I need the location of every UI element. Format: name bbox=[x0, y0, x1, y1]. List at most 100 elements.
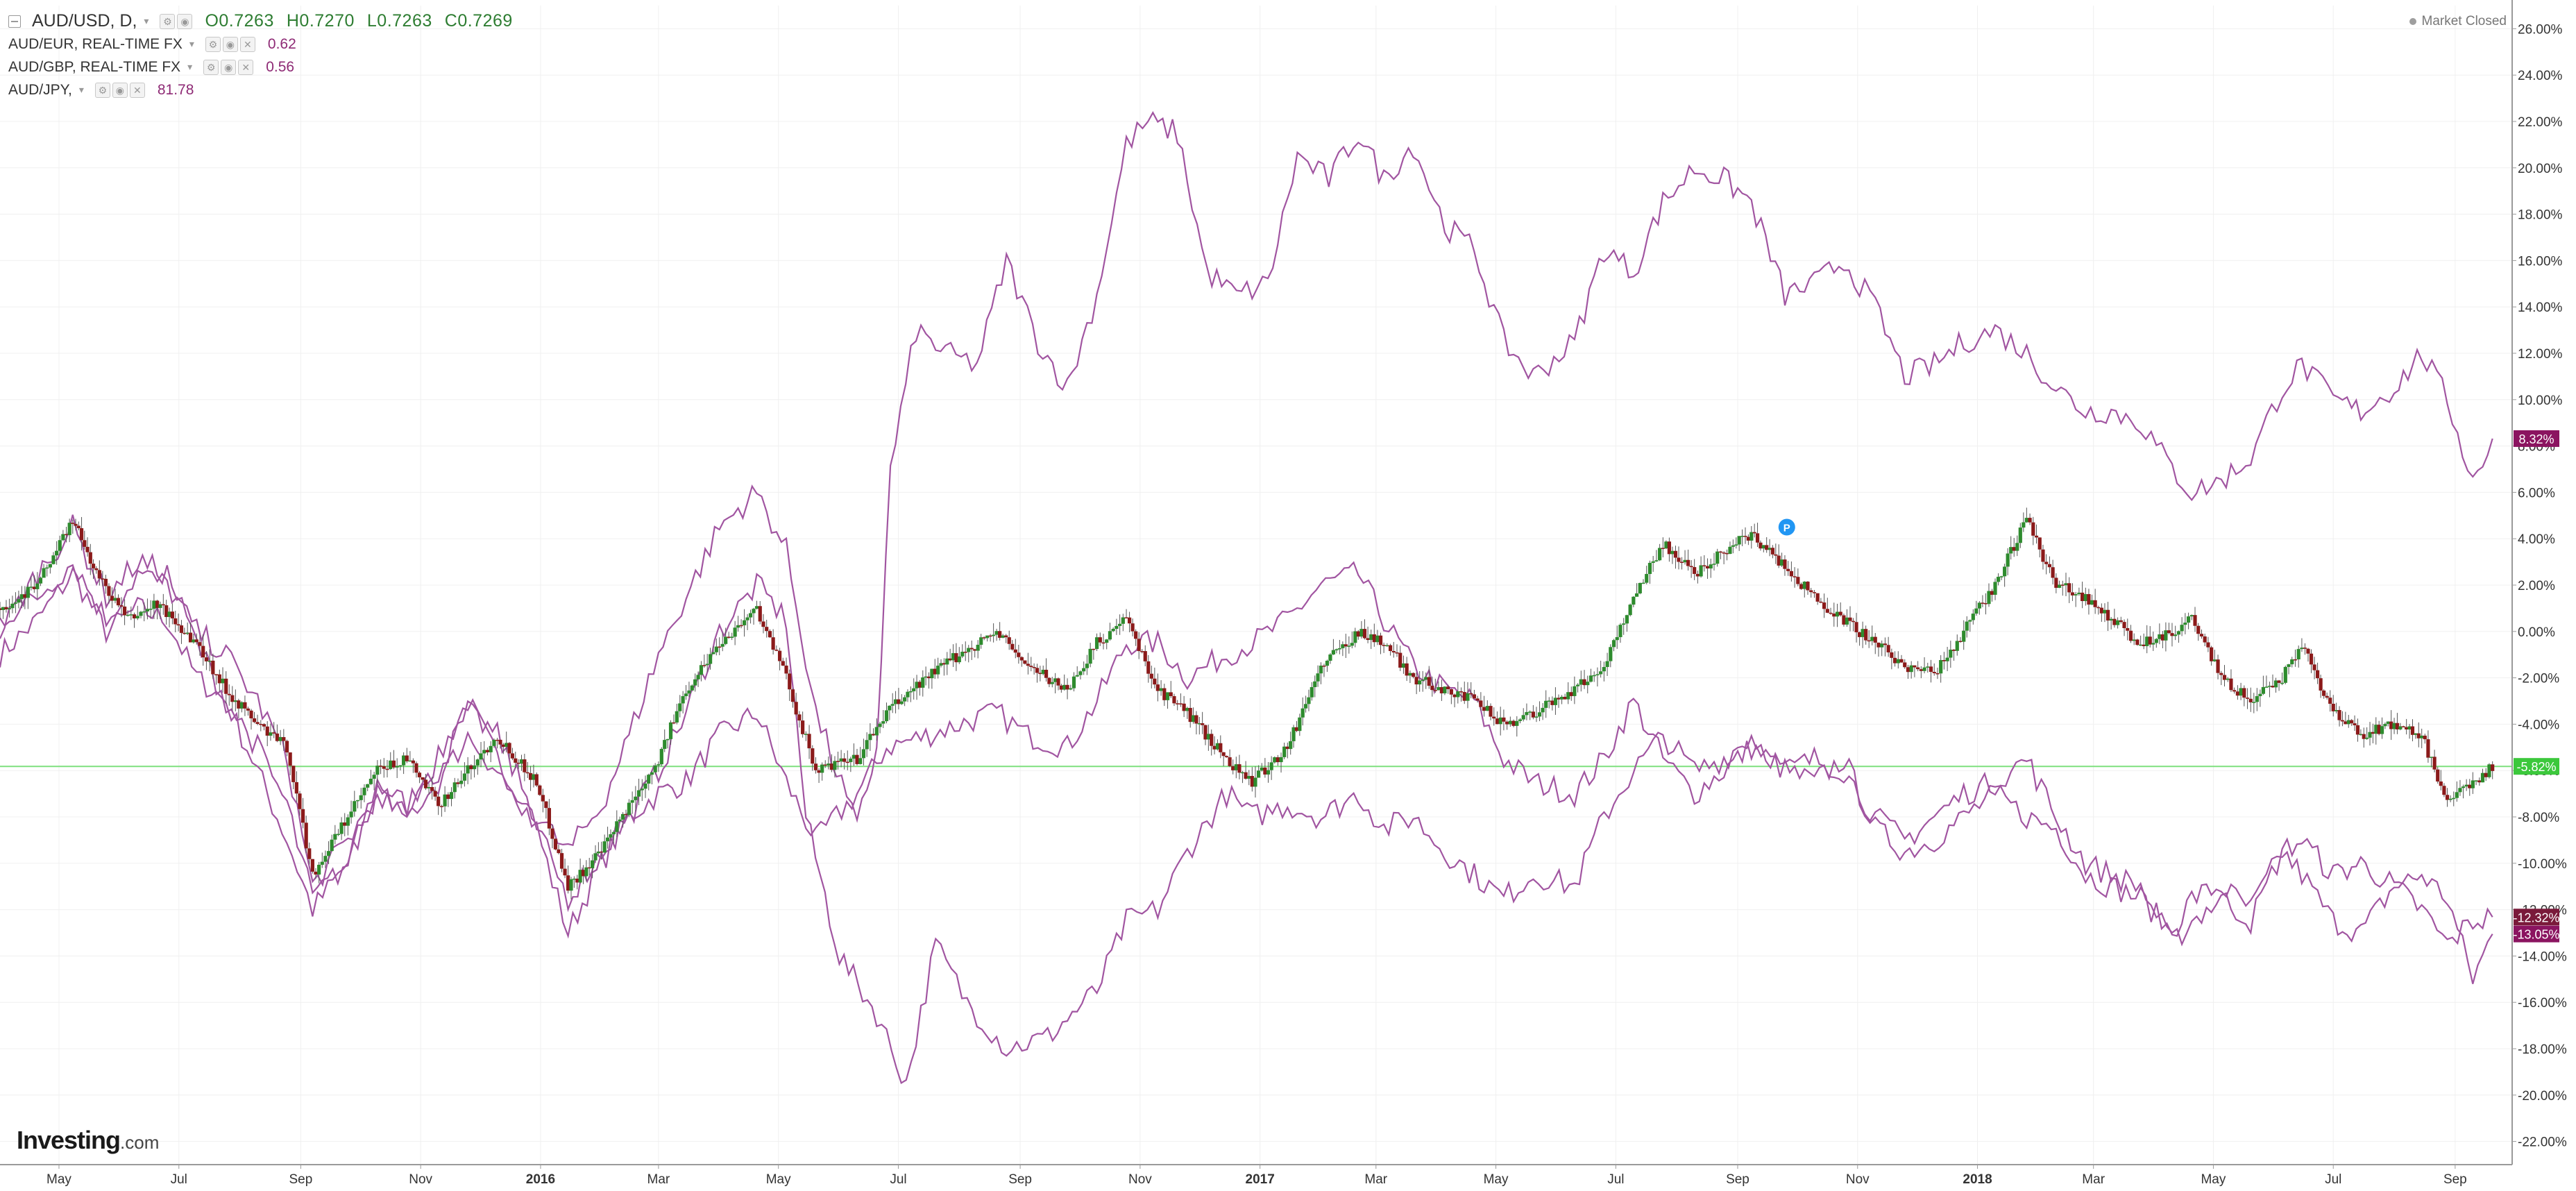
candle-body bbox=[103, 578, 108, 586]
settings-icon[interactable]: ⚙ bbox=[160, 13, 176, 29]
candle-body bbox=[2047, 564, 2052, 568]
candle-body bbox=[951, 653, 956, 661]
candle-body bbox=[890, 704, 895, 706]
candle-body bbox=[472, 765, 477, 770]
candle-body bbox=[1718, 551, 1723, 553]
candle-body bbox=[1298, 717, 1302, 732]
candle-body bbox=[1098, 637, 1102, 643]
compare-symbol-label[interactable]: AUD/JPY, bbox=[8, 82, 72, 98]
candle-body bbox=[2174, 634, 2178, 636]
settings-icon[interactable]: ⚙ bbox=[94, 82, 110, 98]
candle-body bbox=[0, 608, 2, 610]
chevron-down-icon[interactable]: ▾ bbox=[189, 38, 194, 49]
candle-body bbox=[2312, 664, 2316, 670]
chevron-down-icon[interactable]: ▾ bbox=[78, 84, 84, 95]
candle-body bbox=[2189, 615, 2194, 617]
candle-body bbox=[672, 722, 676, 724]
compare-symbol-label[interactable]: AUD/GBP, REAL-TIME FX bbox=[8, 59, 181, 75]
collapse-legend-icon[interactable] bbox=[8, 15, 21, 28]
candle-body bbox=[1303, 704, 1308, 709]
candle-body bbox=[1452, 694, 1457, 698]
candle-body bbox=[1378, 635, 1383, 645]
candle-body bbox=[29, 586, 33, 588]
candle-body bbox=[992, 634, 996, 636]
candle-body bbox=[375, 766, 380, 775]
candle-body bbox=[693, 679, 697, 686]
candle-body bbox=[355, 800, 360, 802]
chevron-down-icon[interactable]: ▾ bbox=[187, 61, 193, 72]
candle-body bbox=[1588, 675, 1593, 682]
close-icon[interactable]: ✕ bbox=[239, 36, 255, 52]
candle-body bbox=[544, 801, 548, 809]
candle-body bbox=[591, 860, 595, 868]
x-tick-label: 2016 bbox=[526, 1172, 555, 1187]
candle-body bbox=[76, 525, 80, 529]
candle-body bbox=[708, 654, 713, 664]
candle-body bbox=[1257, 770, 1261, 778]
close-icon[interactable]: ✕ bbox=[238, 59, 254, 75]
y-tick-label: 24.00% bbox=[2518, 69, 2563, 83]
compare-symbol-label[interactable]: AUD/EUR, REAL-TIME FX bbox=[8, 36, 183, 52]
candle-body bbox=[67, 523, 71, 536]
candle-body bbox=[1153, 678, 1157, 685]
candle-body bbox=[1337, 648, 1341, 650]
candle-body bbox=[1176, 703, 1180, 704]
candle-body bbox=[1472, 694, 1477, 699]
candle-body bbox=[192, 639, 196, 643]
candle-body bbox=[391, 760, 396, 768]
candle-body bbox=[13, 602, 18, 604]
candle-body bbox=[2034, 535, 2039, 538]
candle-body bbox=[855, 754, 859, 764]
candle-body bbox=[439, 806, 443, 807]
candle-body bbox=[359, 795, 363, 800]
candle-body bbox=[152, 600, 156, 609]
candle-body bbox=[1838, 611, 1842, 616]
candle-body bbox=[2067, 583, 2071, 593]
candle-body bbox=[1130, 623, 1135, 632]
close-icon[interactable]: ✕ bbox=[129, 82, 145, 98]
candle-body bbox=[945, 658, 949, 665]
visibility-icon[interactable]: ◉ bbox=[222, 36, 238, 52]
candle-body bbox=[1654, 560, 1659, 561]
settings-icon[interactable]: ⚙ bbox=[205, 36, 221, 52]
y-tick-label: 4.00% bbox=[2518, 532, 2555, 547]
candle-body bbox=[2346, 720, 2350, 725]
candle-body bbox=[1774, 554, 1778, 556]
candle-body bbox=[2018, 527, 2022, 543]
chevron-down-icon[interactable]: ▾ bbox=[144, 15, 149, 26]
candle-body bbox=[2012, 547, 2016, 551]
visibility-icon[interactable]: ◉ bbox=[112, 82, 128, 98]
candle-body bbox=[269, 732, 273, 736]
candle-body bbox=[1101, 642, 1105, 644]
main-symbol-label[interactable]: AUD/USD, D, bbox=[32, 11, 137, 31]
candle-body bbox=[1224, 756, 1229, 758]
candle-body bbox=[1634, 593, 1639, 597]
candle-body bbox=[1322, 666, 1326, 667]
settings-icon[interactable]: ⚙ bbox=[203, 59, 219, 75]
candle-body bbox=[1770, 548, 1775, 555]
candle-body bbox=[1832, 614, 1836, 617]
visibility-icon[interactable]: ◉ bbox=[177, 13, 193, 29]
candle-body bbox=[954, 653, 958, 663]
candle-body bbox=[339, 822, 344, 834]
candle-body bbox=[1886, 645, 1890, 652]
candle-body bbox=[1759, 542, 1763, 549]
candle-body bbox=[790, 689, 795, 702]
candle-body bbox=[1715, 551, 1720, 564]
open-value: O0.7263 bbox=[205, 11, 274, 31]
candle-body bbox=[1492, 716, 1496, 719]
y-tick-label: -22.00% bbox=[2518, 1135, 2567, 1150]
candle-body bbox=[466, 765, 470, 774]
candle-body bbox=[752, 609, 756, 614]
candle-body bbox=[1977, 602, 1981, 609]
candle-body bbox=[836, 761, 840, 762]
candle-body bbox=[684, 693, 688, 697]
candle-body bbox=[2245, 698, 2250, 699]
candle-body bbox=[1575, 684, 1580, 686]
last-value-text: -13.05% bbox=[2513, 928, 2559, 942]
candle-body bbox=[2126, 628, 2130, 631]
candle-body bbox=[1812, 592, 1817, 593]
visibility-icon[interactable]: ◉ bbox=[221, 59, 237, 75]
